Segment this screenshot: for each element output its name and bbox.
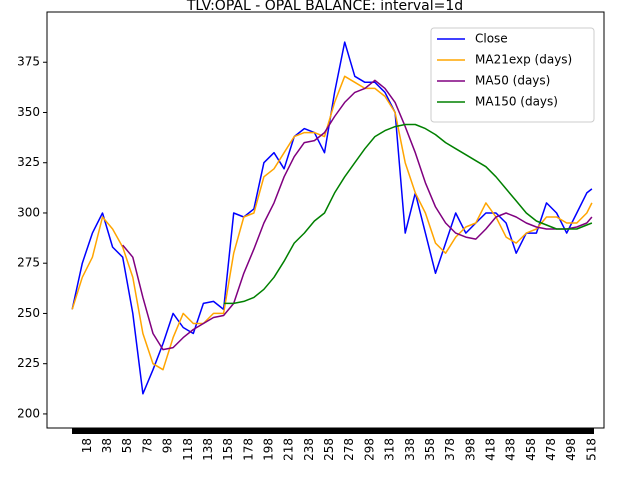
x-tick-label: 98 [161, 438, 175, 453]
x-tick-label: 338 [403, 438, 417, 461]
y-tick-label: 300 [17, 205, 40, 219]
x-tick-label: 78 [140, 438, 154, 453]
y-tick-label: 275 [17, 256, 40, 270]
y-tick-label: 200 [17, 406, 40, 420]
x-tick-label: 198 [261, 438, 275, 461]
x-tick-label: 258 [322, 438, 336, 461]
x-tick-label: 358 [423, 438, 437, 461]
y-tick-label: 250 [17, 306, 40, 320]
x-tick-label: 118 [181, 438, 195, 461]
series-line [223, 123, 593, 305]
series-line [71, 41, 593, 395]
chart-title: TLV:OPAL - OPAL BALANCE: interval=1d [186, 0, 463, 14]
legend-label: MA150 (days) [475, 95, 558, 109]
x-tick-label: 18 [80, 438, 94, 453]
x-tick-label: 498 [564, 438, 578, 461]
x-tick-label: 38 [100, 438, 114, 453]
x-tick-label: 278 [342, 438, 356, 461]
x-tick-label: 138 [201, 438, 215, 461]
x-tick-label: 478 [544, 438, 558, 461]
x-tick-label: 458 [524, 438, 538, 461]
axes-frame [46, 11, 605, 429]
x-tick-label: 238 [302, 438, 316, 461]
series-line [122, 79, 593, 351]
series-line [71, 75, 593, 371]
x-tick-label: 418 [483, 438, 497, 461]
x-tick-label: 298 [362, 438, 376, 461]
x-tick-label: 178 [241, 438, 255, 461]
x-tick-label: 438 [504, 438, 518, 461]
x-tick-label: 158 [221, 438, 235, 461]
y-tick-label: 325 [17, 155, 40, 169]
y-tick-label: 375 [17, 55, 40, 69]
x-tick-label: 58 [120, 438, 134, 453]
y-tick-label: 350 [17, 105, 40, 119]
y-tick-label: 225 [17, 356, 40, 370]
x-tick-label: 518 [584, 438, 598, 461]
legend-box [430, 27, 595, 123]
x-tick-band [72, 428, 594, 434]
legend-label: MA21exp (days) [475, 53, 572, 67]
x-tick-label: 378 [443, 438, 457, 461]
legend: Close MA21exp (days) MA50 (days) MA150 (day… [430, 27, 595, 123]
legend-label: MA50 (days) [475, 74, 550, 88]
x-tick-label: 398 [463, 438, 477, 461]
x-tick-label: 218 [282, 438, 296, 461]
legend-label: Close [475, 32, 508, 46]
x-tick-label: 318 [383, 438, 397, 461]
